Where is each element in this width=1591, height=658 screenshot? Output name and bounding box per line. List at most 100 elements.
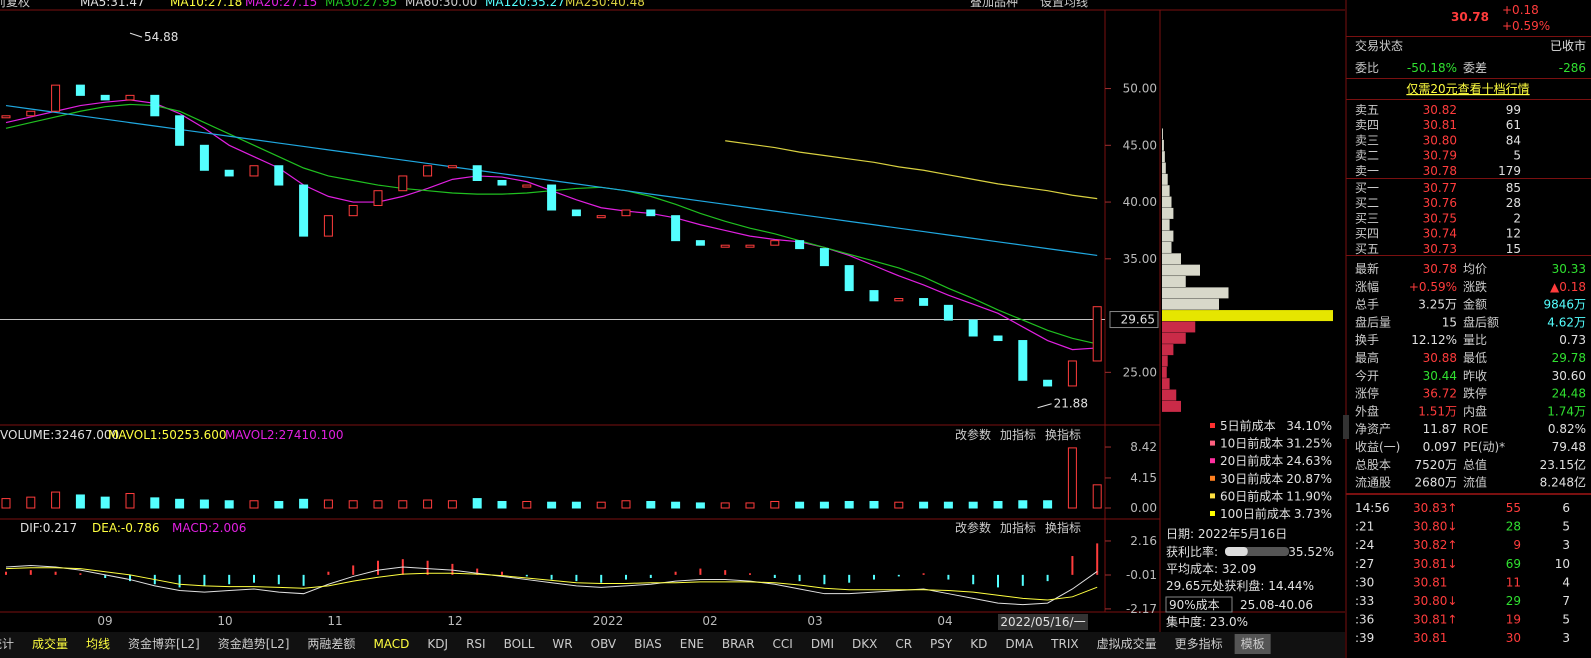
select-box[interactable] <box>1165 596 1233 613</box>
macd-dea <box>5 567 1098 601</box>
tab[interactable]: WR <box>552 637 572 651</box>
tab[interactable]: ENE <box>680 637 704 651</box>
tab[interactable]: BIAS <box>634 637 662 651</box>
stat-value: 0.097 <box>1423 440 1457 454</box>
tab[interactable]: RSI <box>466 637 486 651</box>
tab[interactable]: 更多指标 <box>1175 636 1223 651</box>
panel-button[interactable]: 换指标 <box>1045 427 1081 442</box>
tab[interactable]: OBV <box>591 637 617 651</box>
tick-price: 30.81↑ <box>1413 613 1457 627</box>
ma-line <box>725 140 1098 200</box>
ma-legend: MA120:35.27 <box>485 0 565 9</box>
candle <box>770 240 780 246</box>
tab[interactable]: 模板 <box>1241 637 1265 651</box>
legend-label: 10日前成本 <box>1220 436 1283 451</box>
volume-bar <box>770 500 780 509</box>
tab[interactable]: 资金趋势[L2] <box>218 636 290 651</box>
candle <box>398 175 408 192</box>
tab[interactable]: TRIX <box>1050 637 1078 651</box>
candle <box>745 244 755 248</box>
header-button[interactable]: 设置均线 <box>1040 0 1088 9</box>
ma-line <box>5 104 1098 257</box>
tab[interactable]: DKX <box>852 637 877 651</box>
tick-count: 7 <box>1562 594 1570 608</box>
candle <box>26 110 36 117</box>
tab[interactable]: DMI <box>811 637 834 651</box>
tab-active <box>1234 634 1271 654</box>
stat-value: 7520万 <box>1414 458 1457 472</box>
tab[interactable]: 两融差额 <box>307 637 355 651</box>
panel-button[interactable]: 加指标 <box>1000 427 1036 442</box>
stat-value: 30.88 <box>1423 351 1457 365</box>
volume-bar <box>1043 500 1053 509</box>
tick-price: 30.81 <box>1413 575 1447 589</box>
book-volume: 84 <box>1506 133 1521 147</box>
tab[interactable]: 均线 <box>86 637 110 651</box>
tab[interactable]: DMA <box>1005 637 1034 651</box>
book-label: 买三 <box>1355 211 1379 225</box>
status-label: 交易状态 <box>1355 38 1403 53</box>
stat-value: -286 <box>1559 61 1586 75</box>
stat-value: 2680万 <box>1414 476 1457 490</box>
stat-value: 8.248亿 <box>1540 475 1586 490</box>
candle <box>646 209 656 217</box>
y-tick-label: 25.00 <box>1123 365 1157 379</box>
stat-label: 流值 <box>1463 475 1487 490</box>
tab[interactable]: 资金博弈[L2] <box>128 636 200 651</box>
tab[interactable]: BOLL <box>504 637 535 651</box>
low-marker <box>1037 403 1052 409</box>
legend-swatch <box>1210 493 1215 499</box>
tab[interactable]: 虚拟成交量 <box>1097 636 1157 651</box>
book-volume: 85 <box>1506 181 1521 195</box>
book-price: 30.81 <box>1423 118 1457 132</box>
book-volume: 2 <box>1513 211 1521 225</box>
tab[interactable]: MACD <box>373 637 409 651</box>
tab[interactable]: KD <box>970 637 987 651</box>
book-price: 30.82 <box>1423 103 1457 117</box>
volume-bar <box>919 501 929 509</box>
stat-value: 15 <box>1442 315 1457 329</box>
candle <box>1067 360 1077 387</box>
volume-bar <box>795 501 805 509</box>
candle <box>894 298 904 302</box>
candle <box>943 304 953 321</box>
tick-volume: 28 <box>1506 520 1521 534</box>
legend-label: 20日前成本 <box>1220 453 1283 468</box>
volume-bar <box>398 500 408 509</box>
tick-price: 30.80↓ <box>1413 520 1457 534</box>
collapse-handle[interactable] <box>1343 415 1349 439</box>
panel-button[interactable]: 换指标 <box>1045 520 1081 535</box>
candle <box>497 179 507 186</box>
volume-bar <box>1018 500 1028 509</box>
candle <box>919 298 929 306</box>
legend-swatch <box>1210 475 1215 481</box>
change: +0.18 <box>1502 3 1539 17</box>
panel-button[interactable]: 加指标 <box>1000 520 1036 535</box>
book-label: 买一 <box>1355 181 1379 195</box>
tab[interactable]: PSY <box>930 637 953 651</box>
promo-link[interactable]: 仅需20元查看十档行情 <box>1406 82 1529 96</box>
tab[interactable]: BRAR <box>722 637 755 651</box>
date-label: 2022/05/16/一 <box>1000 615 1085 629</box>
x-label: 02 <box>702 614 717 628</box>
range-select[interactable]: 90%成本 <box>1169 598 1220 612</box>
candle <box>100 94 110 101</box>
volume-bar <box>1092 484 1102 509</box>
tab[interactable]: 成交量 <box>32 636 68 651</box>
volume-bar <box>819 501 829 509</box>
volume-bar <box>993 500 1003 509</box>
candle <box>75 84 85 96</box>
panel-button[interactable]: 改参数 <box>955 427 991 442</box>
tab[interactable]: CCI <box>773 637 793 651</box>
high-marker <box>129 32 143 38</box>
tab[interactable]: KDJ <box>427 637 448 651</box>
volume-bar <box>497 500 507 509</box>
stat-value: 30.44 <box>1423 369 1457 383</box>
panel-button[interactable]: 改参数 <box>955 520 991 535</box>
tab[interactable]: 统计 <box>0 637 14 651</box>
header-button[interactable]: 叠加品种 <box>970 0 1018 9</box>
change-pct: +0.59% <box>1502 19 1550 33</box>
divider <box>1346 255 1591 256</box>
tab[interactable]: CR <box>895 637 912 651</box>
